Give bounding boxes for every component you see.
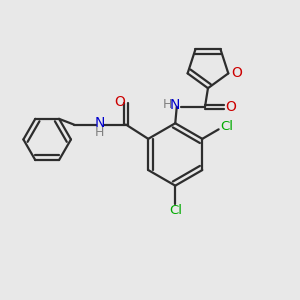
- Text: H: H: [163, 98, 172, 111]
- Text: O: O: [114, 95, 125, 109]
- Text: Cl: Cl: [169, 203, 182, 217]
- Text: H: H: [95, 126, 104, 140]
- Text: O: O: [225, 100, 236, 114]
- Text: N: N: [94, 116, 105, 130]
- Text: O: O: [231, 66, 242, 80]
- Text: Cl: Cl: [220, 121, 233, 134]
- Text: N: N: [170, 98, 181, 112]
